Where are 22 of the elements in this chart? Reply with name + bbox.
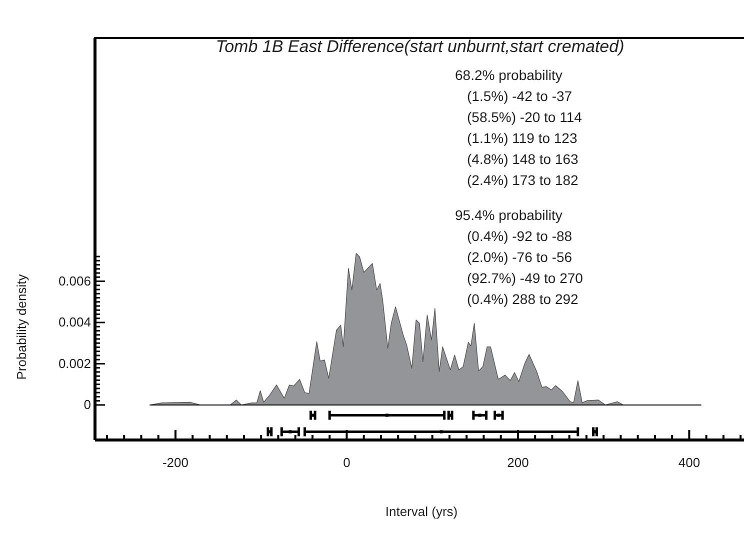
annotation: (4.8%) 148 to 163 <box>467 151 579 167</box>
x-tick-label: 400 <box>678 455 700 470</box>
annotation: (2.4%) 173 to 182 <box>467 172 579 188</box>
annotation: (2.0%) -76 to -56 <box>467 249 572 265</box>
annotation: (1.1%) 119 to 123 <box>467 130 578 146</box>
annotation: (92.7%) -49 to 270 <box>467 270 584 286</box>
y-tick-label: 0.006 <box>58 273 91 288</box>
x-tick-label: 0 <box>343 455 350 470</box>
annotation: (58.5%) -20 to 114 <box>467 109 582 125</box>
annotation: (0.4%) 288 to 292 <box>467 291 579 307</box>
y-tick-label: 0.002 <box>58 356 91 371</box>
y-tick-label: 0.004 <box>58 314 91 330</box>
annotation: 95.4% probability <box>455 207 562 223</box>
annotation: (0.4%) -92 to -88 <box>467 228 572 244</box>
x-axis-title: Interval (yrs) <box>385 504 458 519</box>
y-axis-title: Probability density <box>14 274 29 380</box>
x-tick-label: 200 <box>507 455 529 470</box>
annotation: 68.2% probability <box>455 67 562 83</box>
x-tick-label: -200 <box>162 455 188 470</box>
chart-title: Tomb 1B East Difference(start unburnt,start cremated) <box>216 37 624 56</box>
annotation: (1.5%) -42 to -37 <box>467 88 572 104</box>
y-tick-label: 0 <box>84 397 91 412</box>
